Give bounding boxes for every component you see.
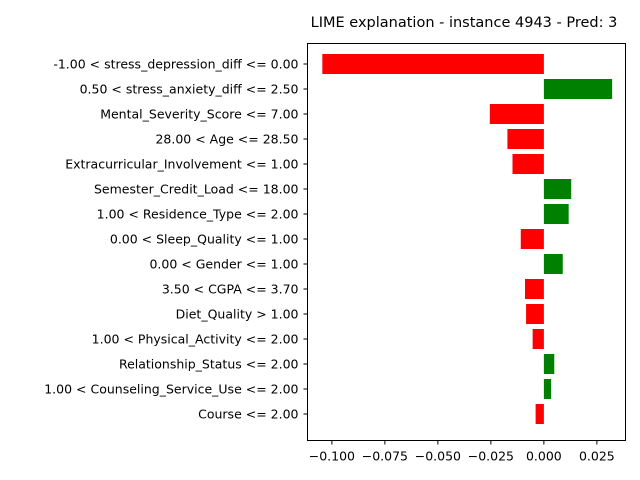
bar-0: [322, 54, 544, 74]
y-axis-ticks: -1.00 < stress_depression_diff <= 0.00 0.…: [44, 57, 308, 422]
x-tick-label-4: 0.000: [526, 449, 562, 464]
x-tick-label-0: −0.100: [309, 449, 355, 464]
plot-frame: [307, 43, 626, 441]
y-tick-label-3: 28.00 < Age <= 28.50: [155, 132, 298, 147]
y-tick-label-6: 1.00 < Residence_Type <= 2.00: [97, 207, 299, 222]
bar-3: [507, 129, 544, 149]
y-tick-label-14: Course <= 2.00: [198, 407, 298, 422]
y-tick-label-10: Diet_Quality > 1.00: [176, 307, 299, 322]
y-tick-label-2: Mental_Severity_Score <= 7.00: [100, 107, 298, 122]
x-tick-label-2: −0.050: [415, 449, 461, 464]
bars-group: [322, 54, 613, 424]
bar-13: [543, 379, 552, 399]
bar-5: [543, 179, 572, 199]
bar-11: [532, 329, 544, 349]
bar-4: [512, 154, 544, 174]
y-tick-label-8: 0.00 < Gender <= 1.00: [149, 257, 298, 272]
y-tick-label-0: -1.00 < stress_depression_diff <= 0.00: [53, 57, 298, 72]
x-tick-label-3: −0.025: [468, 449, 514, 464]
y-tick-label-7: 0.00 < Sleep_Quality <= 1.00: [110, 232, 299, 247]
y-tick-label-4: Extracurricular_Involvement <= 1.00: [65, 157, 298, 172]
y-tick-label-1: 0.50 < stress_anxiety_diff <= 2.50: [80, 82, 299, 97]
x-tick-label-5: 0.025: [579, 449, 615, 464]
bar-14: [535, 404, 544, 424]
bar-9: [525, 279, 544, 299]
y-tick-label-9: 3.50 < CGPA <= 3.70: [162, 282, 299, 297]
chart-title: LIME explanation - instance 4943 - Pred:…: [311, 15, 618, 31]
y-tick-label-5: Semester_Credit_Load <= 18.00: [94, 182, 299, 197]
x-tick-label-1: −0.075: [362, 449, 408, 464]
bar-1: [543, 79, 613, 99]
bar-7: [520, 229, 544, 249]
bar-2: [489, 104, 544, 124]
x-axis-ticks: −0.100 −0.075 −0.050 −0.025 0.000 0.025: [309, 440, 615, 464]
y-tick-label-11: 1.00 < Physical_Activity <= 2.00: [92, 332, 299, 347]
y-tick-label-13: 1.00 < Counseling_Service_Use <= 2.00: [44, 382, 298, 397]
bar-6: [543, 204, 569, 224]
bar-10: [526, 304, 544, 324]
y-tick-label-12: Relationship_Status <= 2.00: [119, 357, 299, 372]
bar-12: [543, 354, 555, 374]
bar-8: [543, 254, 563, 274]
